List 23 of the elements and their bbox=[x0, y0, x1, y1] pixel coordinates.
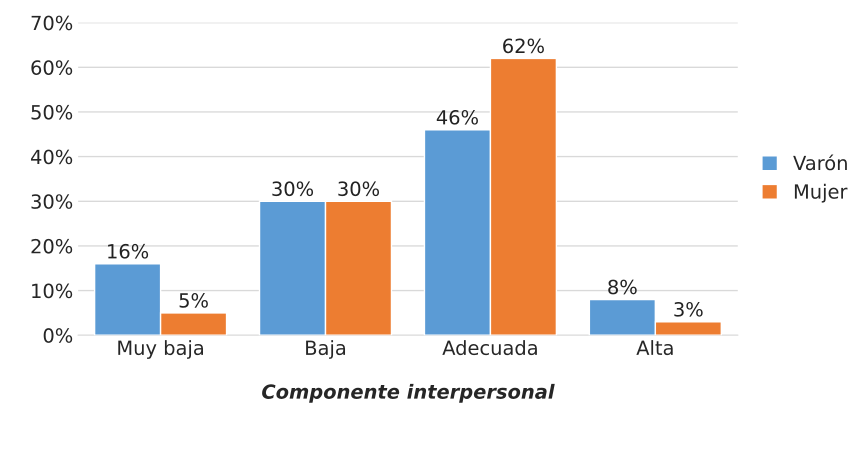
x-tick-label: Alta bbox=[636, 340, 673, 356]
y-tick-label: 30% bbox=[32, 194, 72, 209]
x-tick-label: Baja bbox=[306, 340, 346, 359]
x-tick-label: Muy baja bbox=[118, 340, 203, 359]
data-label: 46% bbox=[436, 110, 478, 125]
data-label: 3% bbox=[674, 302, 703, 317]
y-tick-label: 20% bbox=[31, 238, 72, 254]
y-tick-label: 50% bbox=[32, 104, 72, 120]
y-tick-label: 0% bbox=[44, 328, 72, 343]
legend-label: Varón bbox=[793, 154, 847, 170]
x-tick-label: Adecuada bbox=[442, 340, 537, 356]
x-axis-title: Componente interpersonal bbox=[262, 384, 555, 403]
data-label: 30% bbox=[272, 181, 314, 196]
data-label: 5% bbox=[180, 293, 208, 308]
y-tick-label: 70% bbox=[32, 16, 72, 30]
data-label: 30% bbox=[338, 181, 380, 196]
data-label: 16% bbox=[108, 244, 148, 259]
data-label: 62% bbox=[503, 38, 544, 54]
y-tick-label: 40% bbox=[30, 150, 72, 164]
data-label: 8% bbox=[608, 280, 637, 294]
legend-label: Mujer bbox=[794, 184, 848, 203]
y-tick-label: 10% bbox=[32, 284, 72, 298]
y-tick-label: 60% bbox=[31, 60, 72, 75]
